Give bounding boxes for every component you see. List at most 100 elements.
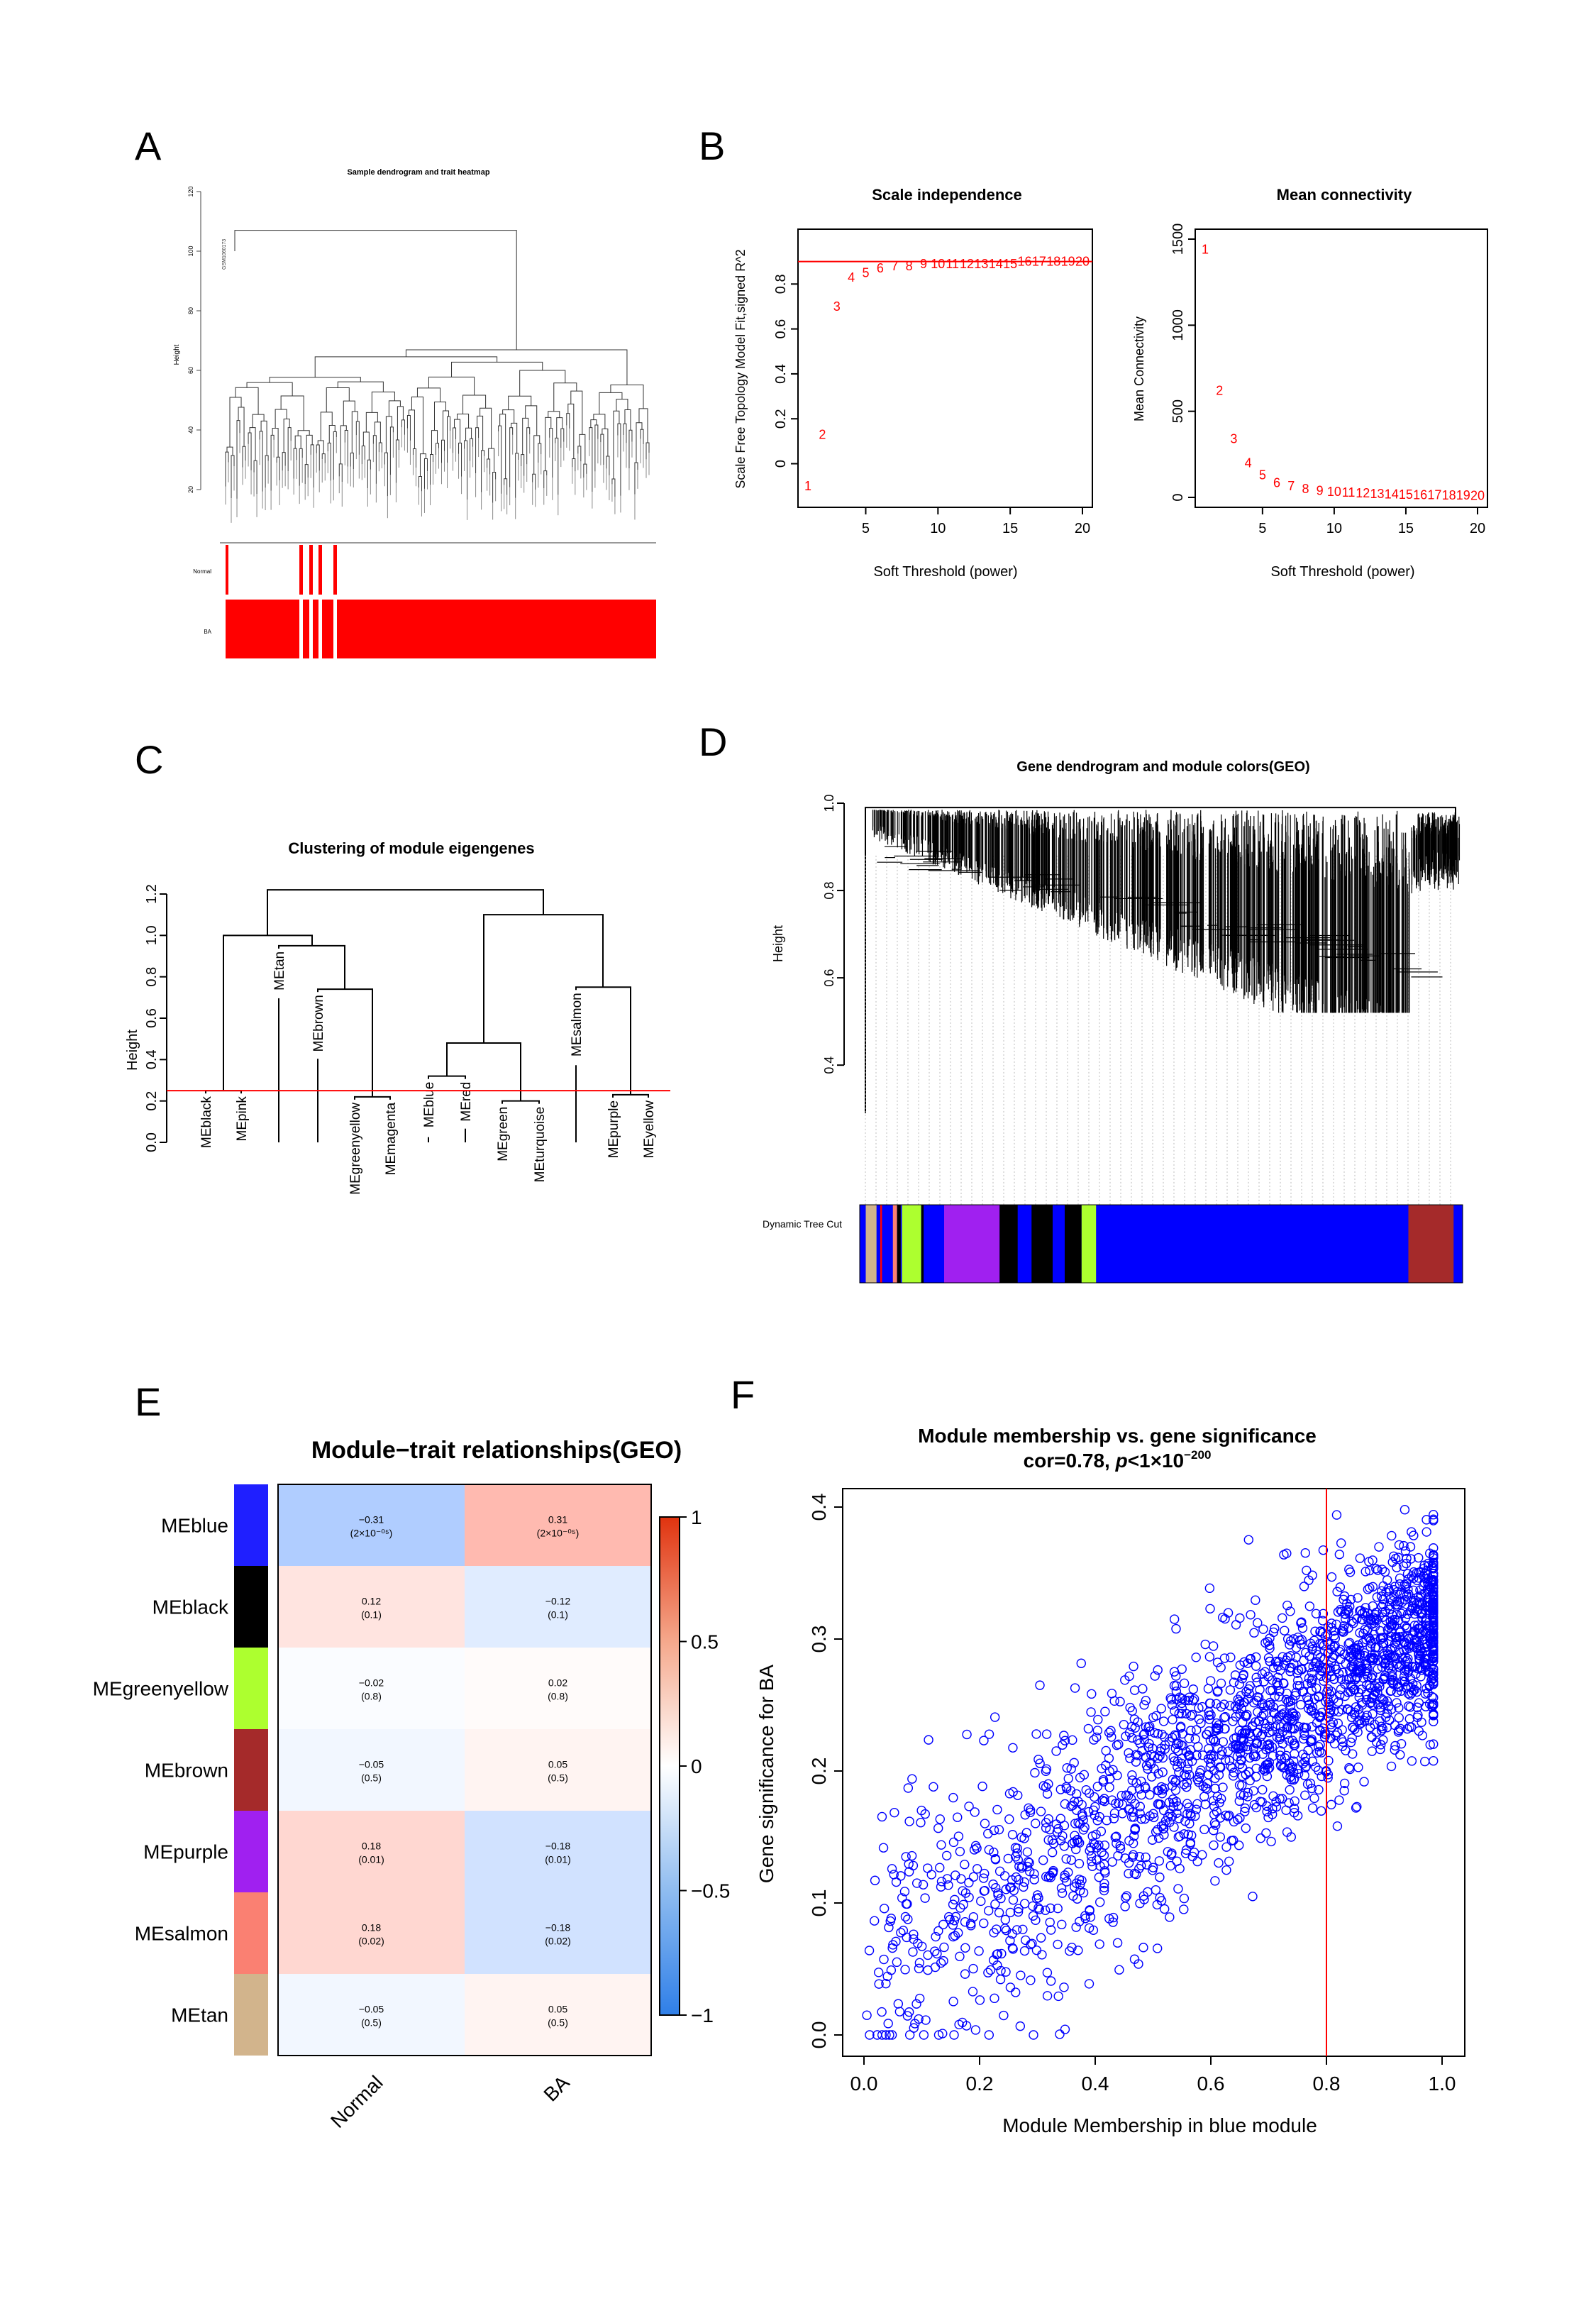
a-ytick-label: 120: [187, 186, 194, 197]
f-point: [1311, 1609, 1321, 1619]
a-merge: [480, 407, 492, 449]
f-point: [1278, 1738, 1288, 1749]
f-point: [1218, 1737, 1229, 1747]
f-point: [1112, 1838, 1121, 1848]
f-point: [1045, 1917, 1055, 1927]
f-point: [1312, 1748, 1322, 1758]
f-point: [1422, 1684, 1431, 1694]
f-point: [1055, 1784, 1065, 1794]
f-point: [1210, 1783, 1220, 1794]
f-point: [932, 1948, 942, 1959]
f-point: [1300, 1756, 1310, 1767]
f-point: [1051, 1819, 1061, 1829]
f-point: [1124, 1748, 1134, 1758]
f-point: [1345, 1764, 1355, 1775]
f-point: [1107, 1795, 1117, 1805]
f-point: [1251, 1661, 1261, 1671]
f-point: [1355, 1719, 1365, 1729]
f-point: [1265, 1699, 1275, 1710]
b-ytick-label: 0.6: [773, 319, 789, 339]
f-point: [954, 2019, 964, 2030]
f-point: [1246, 1731, 1256, 1741]
f-point: [1356, 1718, 1367, 1728]
f-point: [1077, 1875, 1087, 1885]
c-leaf-bg: [567, 990, 584, 1066]
f-point: [1273, 1680, 1283, 1690]
f-point: [1130, 1825, 1140, 1835]
f-point: [1289, 1807, 1299, 1818]
f-point: [1282, 1634, 1293, 1644]
f-point: [1249, 1799, 1260, 1810]
c-leaf-bg: [640, 1097, 657, 1173]
panel-d-title: Gene dendrogram and module colors(GEO): [1016, 759, 1309, 775]
f-point: [1367, 1732, 1377, 1743]
b-xtick-label: 20: [1075, 521, 1090, 536]
a-merge: [519, 370, 566, 397]
f-point: [1182, 1782, 1192, 1792]
f-point: [1140, 1814, 1150, 1824]
f-point: [1264, 1762, 1275, 1773]
f-point: [1402, 1723, 1412, 1734]
e-row-color: [234, 1892, 268, 1974]
a-merge: [589, 427, 593, 492]
f-point: [1359, 1648, 1370, 1658]
f-point: [1093, 1714, 1103, 1725]
a-merge: [389, 426, 394, 475]
f-point: [1026, 1975, 1036, 1985]
f-point: [1393, 1727, 1404, 1737]
f-point: [1204, 1770, 1214, 1780]
f-point: [1084, 1923, 1095, 1933]
f-point: [1158, 1805, 1169, 1816]
e-cell-value: 0.05: [548, 2004, 567, 2015]
f-point: [1315, 1740, 1325, 1750]
f-point: [1353, 1593, 1363, 1603]
f-point: [1037, 1950, 1047, 1960]
e-cell: [465, 1974, 651, 2056]
f-point: [960, 1969, 970, 1979]
a-merge: [304, 464, 309, 485]
d-bar-frame: [859, 1204, 1463, 1284]
f-point: [1243, 1744, 1253, 1755]
f-point: [1112, 1938, 1123, 1948]
f-point: [1168, 1802, 1178, 1812]
f-point: [1355, 1628, 1365, 1638]
f-point: [950, 1894, 960, 1905]
f-point: [1057, 1919, 1067, 1930]
f-ytick-label: 0.2: [808, 1758, 830, 1785]
f-point: [980, 1819, 990, 1828]
f-point: [1110, 1832, 1120, 1843]
b-point-label: 13: [1370, 487, 1385, 501]
f-point: [1174, 1814, 1184, 1824]
f-point: [970, 1807, 980, 1817]
f-point: [1065, 1786, 1076, 1796]
f-point: [1297, 1617, 1307, 1627]
b-point-label: 14: [1385, 487, 1399, 501]
f-point: [1234, 1780, 1245, 1790]
e-colorbar-label: −0.5: [691, 1880, 730, 1902]
c-merge-tan: [278, 944, 345, 1142]
f-point: [1395, 1589, 1405, 1599]
f-point: [1152, 1943, 1163, 1953]
f-point: [1282, 1600, 1292, 1611]
f-point: [1087, 1861, 1097, 1871]
f-point: [1232, 1742, 1243, 1753]
f-point: [907, 1774, 917, 1784]
f-point: [1246, 1653, 1256, 1664]
f-point: [1021, 1828, 1031, 1838]
f-point: [1263, 1764, 1273, 1774]
f-point: [1128, 1807, 1138, 1817]
a-merge: [242, 446, 246, 468]
f-point: [1367, 1746, 1377, 1756]
e-cell-pvalue: (0.01): [545, 1854, 571, 1865]
f-point: [997, 1948, 1007, 1959]
f-point: [1041, 1818, 1051, 1828]
f-point: [879, 1954, 889, 1965]
a-merge: [504, 478, 508, 495]
f-point: [1379, 1649, 1389, 1659]
f-point: [1341, 1613, 1351, 1624]
f-point: [1429, 1716, 1439, 1726]
f-point: [1214, 1770, 1224, 1780]
f-point: [877, 2030, 887, 2040]
f-point: [1187, 1709, 1197, 1720]
